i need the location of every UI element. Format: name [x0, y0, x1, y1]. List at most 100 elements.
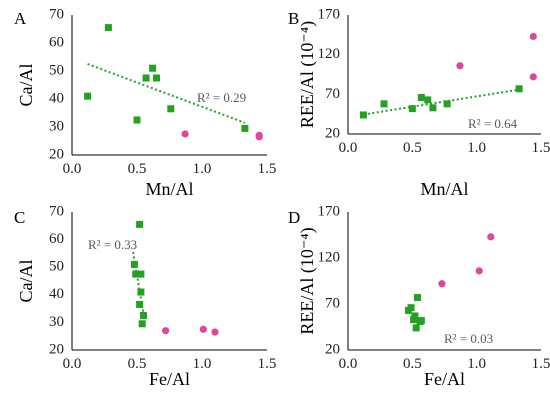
y-tick-label: 50 — [49, 62, 64, 78]
panel-letter: A — [14, 9, 27, 28]
data-point-green-square — [130, 260, 138, 268]
x-axis-label: Fe/Al — [149, 369, 190, 389]
y-tick-label: 70 — [325, 295, 340, 311]
y-axis-label: Ca/Al — [16, 64, 36, 107]
data-point-green-square — [149, 64, 157, 72]
data-point-green-square — [84, 92, 92, 100]
r-squared-label: R² = 0.33 — [88, 237, 137, 252]
panel-B: B 20 70 120 170 0.0 0.5 1.0 1.5 Mn/Al REE/Al (10⁻⁴… — [288, 6, 550, 199]
x-tick-label: 0.5 — [128, 161, 147, 177]
data-point-green-square — [136, 300, 144, 308]
y-tick-label: 70 — [325, 86, 340, 102]
data-point-green-square — [413, 294, 421, 302]
x-tick-label: 0.5 — [403, 140, 422, 156]
x-tick-label: 0.0 — [63, 161, 82, 177]
data-point-green-square — [407, 304, 415, 312]
x-tick-label: 1.5 — [532, 140, 550, 156]
x-axis-label: Mn/Al — [145, 179, 193, 199]
data-point-green-square — [167, 105, 175, 113]
x-tick-label: 0.5 — [403, 356, 422, 372]
panel-letter: B — [288, 9, 299, 28]
data-point-green-square — [424, 96, 432, 104]
data-point-green-square — [138, 320, 146, 328]
data-point-green-square — [412, 324, 420, 332]
y-tick-label: 60 — [49, 34, 64, 50]
panel-A: A 20 30 40 50 60 70 0.0 0.5 1.0 1.5 Mn/Al Ca/Al R² = … — [14, 6, 276, 199]
x-axis-label: Fe/Al — [424, 369, 465, 389]
data-point-pink-circle — [181, 130, 189, 138]
r-squared-label: R² = 0.64 — [468, 116, 518, 131]
data-point-green-square — [142, 74, 150, 82]
panel-letter: D — [288, 208, 300, 227]
x-tick-label: 0.0 — [339, 356, 358, 372]
r-squared-label: R² = 0.03 — [444, 331, 493, 346]
y-axis-label: Ca/Al — [16, 260, 36, 303]
y-tick-label: 170 — [318, 6, 341, 22]
y-tick-label: 60 — [49, 231, 64, 247]
data-point-green-square — [417, 317, 425, 325]
panel-D: D 20 70 120 170 0.0 0.5 1.0 1.5 Fe/Al REE/Al (10⁻⁴… — [288, 203, 550, 389]
x-tick-label: 0.5 — [128, 356, 147, 372]
data-point-pink-circle — [162, 327, 170, 335]
panel-letter: C — [14, 208, 25, 227]
y-axis-label: REE/Al (10⁻⁴) — [297, 21, 318, 128]
y-tick-label: 40 — [49, 90, 64, 106]
data-point-pink-circle — [199, 325, 207, 333]
y-tick-label: 50 — [49, 259, 64, 275]
y-tick-label: 70 — [49, 203, 64, 219]
data-point-green-square — [429, 104, 437, 112]
data-point-green-square — [104, 24, 112, 32]
trendline — [87, 63, 246, 124]
y-tick-label: 120 — [318, 249, 341, 265]
y-axis-label: REE/Al (10⁻⁴) — [297, 227, 318, 334]
data-point-pink-circle — [438, 280, 446, 288]
data-point-green-square — [137, 270, 145, 278]
r-squared-label: R² = 0.29 — [197, 90, 246, 105]
data-point-pink-circle — [529, 32, 537, 41]
data-point-green-square — [515, 85, 523, 93]
data-point-pink-circle — [475, 267, 483, 275]
data-point-green-square — [411, 312, 419, 320]
y-tick-label: 30 — [49, 314, 64, 330]
data-point-green-square — [136, 220, 144, 228]
x-tick-label: 1.5 — [258, 161, 277, 177]
y-tick-label: 20 — [325, 341, 340, 357]
y-tick-label: 20 — [325, 125, 340, 141]
panel-C: C 20 30 40 50 60 70 0.0 0.5 1.0 1.5 Fe/Al Ca/Al R² = … — [14, 203, 276, 389]
data-point-green-square — [443, 100, 451, 108]
x-tick-label: 1.0 — [467, 140, 486, 156]
data-point-green-square — [408, 105, 416, 113]
data-point-green-square — [140, 312, 147, 319]
y-tick-label: 20 — [49, 341, 64, 357]
x-tick-label: 0.0 — [63, 356, 82, 372]
y-tick-label: 70 — [49, 6, 64, 22]
data-point-green-square — [133, 116, 141, 124]
y-tick-label: 30 — [49, 118, 64, 134]
x-axis-label: Mn/Al — [420, 179, 468, 199]
y-tick-label: 40 — [49, 286, 64, 302]
data-point-green-square — [137, 288, 145, 296]
data-point-green-square — [359, 111, 367, 119]
data-point-pink-circle — [255, 133, 263, 141]
y-tick-label: 170 — [318, 203, 341, 219]
data-point-green-square — [410, 316, 418, 324]
x-tick-label: 1.0 — [467, 356, 486, 372]
x-tick-label: 1.0 — [193, 356, 212, 372]
x-tick-label: 0.0 — [339, 140, 358, 156]
x-tick-label: 1.0 — [193, 161, 212, 177]
x-tick-label: 1.5 — [532, 356, 550, 372]
trendline — [363, 88, 520, 116]
x-tick-label: 1.5 — [258, 356, 277, 372]
data-point-pink-circle — [487, 233, 495, 241]
data-point-pink-circle — [456, 62, 464, 70]
data-point-green-square — [417, 94, 425, 102]
y-tick-label: 120 — [318, 46, 341, 62]
data-point-green-square — [380, 100, 388, 108]
y-tick-label: 20 — [49, 146, 64, 162]
data-point-green-square — [241, 124, 249, 132]
data-point-green-square — [132, 270, 140, 278]
data-point-pink-circle — [211, 328, 219, 336]
data-point-pink-circle — [529, 73, 537, 81]
data-point-green-square — [153, 74, 160, 82]
